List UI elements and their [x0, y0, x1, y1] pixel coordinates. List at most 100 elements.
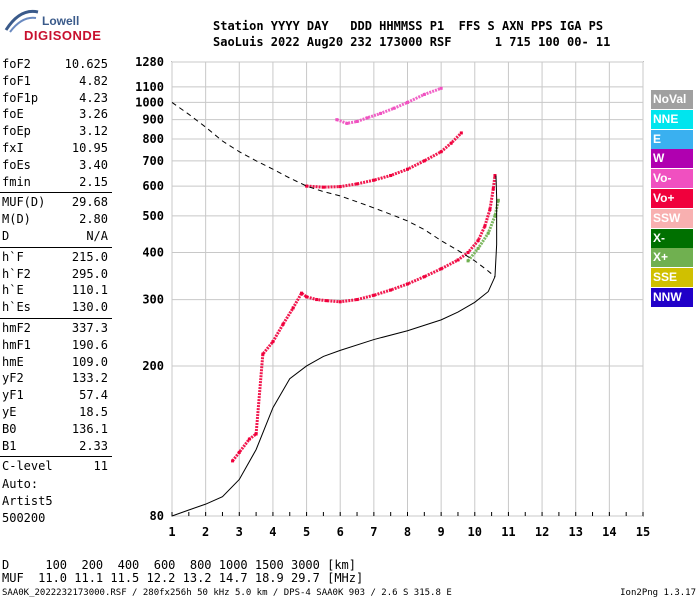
parameter-row: D N/A	[0, 228, 112, 245]
parameter-name: M(D)	[2, 212, 31, 227]
parameter-name: D	[2, 229, 10, 243]
echo-point	[305, 295, 309, 299]
echo-point	[338, 185, 342, 189]
parameter-name: foEp	[2, 124, 31, 139]
x-tick-label: 3	[236, 525, 243, 539]
parameter-value: 3.12	[79, 124, 108, 139]
echo-point	[483, 224, 487, 228]
parameter-row: B1 2.33	[0, 438, 112, 455]
x-tick-label: 11	[501, 525, 515, 539]
parameter-separator	[0, 318, 112, 319]
parameter-name: B1	[2, 438, 17, 453]
legend-item: X+	[651, 248, 693, 268]
echo-point	[325, 299, 329, 303]
legend-item: NNW	[651, 287, 693, 307]
x-tick-label: 10	[468, 525, 482, 539]
parameter-name: foE	[2, 107, 24, 122]
echo-point	[355, 120, 359, 124]
echo-point	[439, 267, 443, 271]
y-tick-label: 300	[142, 293, 164, 307]
digisonde-logo: Lowell DIGISONDE	[2, 6, 112, 46]
echo-point	[305, 184, 309, 188]
echo-point	[392, 106, 396, 110]
echo-point	[491, 187, 495, 191]
echo-point	[338, 300, 342, 304]
parameter-name: foF1p	[2, 90, 39, 105]
echo-trace	[306, 131, 463, 189]
legend-item: Vo-	[651, 169, 693, 189]
logo-digisonde: DIGISONDE	[24, 28, 102, 43]
parameter-row: foE 3.26	[0, 106, 112, 123]
parameter-row: fmin 2.15	[0, 174, 112, 191]
y-tick-label: 700	[142, 154, 164, 168]
legend: NoVal NNE E W Vo- Vo+ SSW X- X+ SSE NNW	[651, 90, 693, 308]
parameter-row: fxI 10.95	[0, 140, 112, 157]
parameter-name: foEs	[2, 157, 31, 172]
parameter-value: 2.15	[79, 174, 108, 189]
parameter-row: yE 18.5	[0, 404, 112, 421]
auto-line-1: Auto:	[2, 477, 39, 491]
legend-item: X-	[651, 228, 693, 248]
parameter-value: 4.82	[79, 73, 108, 88]
legend-item: Vo+	[651, 188, 693, 208]
y-tick-label: 1100	[135, 80, 164, 94]
echo-point	[355, 182, 359, 186]
legend-item: SSE	[651, 268, 693, 288]
echo-point	[365, 116, 369, 120]
parameter-name: h`F	[2, 249, 24, 264]
echo-point	[261, 352, 265, 356]
auto-scaling-label: Auto: Artist5 500200	[2, 476, 53, 526]
parameter-separator	[0, 192, 112, 194]
echo-point	[406, 100, 409, 104]
parameter-value: 136.1	[71, 421, 108, 436]
echo-point	[422, 159, 426, 163]
parameter-name: yF2	[2, 371, 24, 386]
echo-point	[406, 167, 409, 171]
parameter-value: 109.0	[71, 354, 108, 369]
echo-point	[493, 214, 497, 218]
parameter-value: 4.23	[79, 90, 108, 105]
parameter-value: 2.33	[79, 438, 108, 453]
parameter-value: 110.1	[71, 283, 108, 298]
parameter-row: yF1 57.4	[0, 387, 112, 404]
x-tick-label: 4	[269, 525, 276, 539]
station-header: Station YYYY DAY DDD HHMMSS P1 FFS S AXN…	[213, 18, 610, 50]
header-line-1: Station YYYY DAY DDD HHMMSS P1 FFS S AXN…	[213, 19, 604, 33]
legend-item: NNE	[651, 109, 693, 129]
echo-point	[389, 288, 393, 292]
muf-distance-row: D 100 200 400 600 800 1000 1500 3000 [km…	[2, 558, 357, 572]
echo-point	[466, 259, 470, 263]
echo-point	[422, 275, 426, 279]
y-tick-label: 200	[142, 359, 164, 373]
parameter-value: 3.40	[79, 157, 108, 172]
parameter-row: h`E 110.1	[0, 282, 112, 299]
x-tick-label: 12	[535, 525, 549, 539]
y-tick-label: 500	[142, 209, 164, 223]
parameter-value: 10.625	[64, 57, 108, 71]
parameter-name: h`E	[2, 283, 24, 298]
x-tick-label: 9	[438, 525, 445, 539]
echo-point	[254, 432, 258, 436]
echo-point	[496, 198, 500, 202]
logo-lowell: Lowell	[42, 14, 80, 28]
legend-item: NoVal	[651, 90, 693, 109]
parameter-row: foF1 4.82	[0, 73, 112, 90]
x-tick-label: 15	[636, 525, 650, 539]
x-tick-label: 13	[568, 525, 582, 539]
echo-point	[372, 293, 376, 297]
echo-point	[300, 291, 304, 295]
parameter-value: 11	[93, 459, 108, 474]
x-tick-label: 14	[602, 525, 616, 539]
parameter-name: hmF2	[2, 321, 31, 335]
muf-dashed-curve	[171, 102, 496, 278]
muf-value-row: MUF 11.0 11.1 11.5 12.2 13.2 14.7 18.9 2…	[2, 571, 364, 585]
echo-point	[231, 459, 235, 463]
parameter-row: MUF(D) 29.68	[0, 194, 112, 211]
echo-point	[237, 450, 241, 454]
echo-point	[281, 322, 285, 326]
echo-point	[456, 258, 460, 262]
echo-point	[389, 174, 393, 177]
parameter-row: h`Es 130.0	[0, 299, 112, 316]
parameter-name: C-level	[2, 459, 53, 474]
